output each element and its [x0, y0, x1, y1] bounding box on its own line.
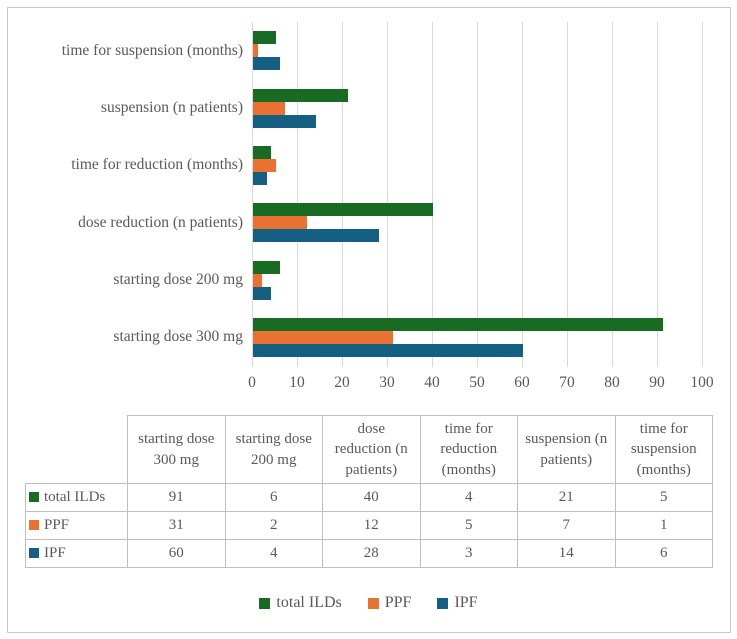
gridline — [522, 22, 523, 367]
gridline — [252, 22, 253, 367]
legend-label: PPF — [384, 594, 412, 611]
value-cell: 4 — [419, 483, 518, 512]
bar-PPF — [253, 330, 393, 344]
table-column-header: time for suspension (months) — [614, 415, 713, 484]
x-axis-tick-label: 60 — [514, 374, 530, 391]
bar-PPF — [253, 273, 262, 287]
x-axis-tick-label: 90 — [649, 374, 665, 391]
value-cell: 6 — [224, 483, 323, 512]
value-cell: 31 — [127, 511, 226, 540]
bar-total-ILDs — [253, 145, 271, 159]
table-header-row: starting dose 300 mg starting dose 200 mg… — [26, 415, 713, 484]
x-axis-tick-label: 80 — [604, 374, 620, 391]
figure-border — [7, 7, 731, 633]
bar-IPF — [253, 343, 523, 357]
bar-IPF — [253, 286, 271, 300]
x-axis-tick-label: 30 — [379, 374, 395, 391]
legend-label: total ILDs — [276, 594, 342, 611]
series-label-cell: PPF — [25, 511, 128, 540]
gridline — [432, 22, 433, 367]
series-color-swatch — [29, 491, 39, 502]
category-label: starting dose 300 mg — [113, 328, 243, 346]
category-label: time for reduction (months) — [71, 156, 243, 174]
series-color-swatch — [29, 519, 39, 530]
bar-PPF — [253, 158, 276, 172]
value-cell: 7 — [517, 511, 616, 540]
x-axis-tick-label: 100 — [690, 374, 714, 391]
value-cell: 28 — [322, 539, 421, 568]
table-row: PPF 31 2 12 5 7 1 — [25, 511, 713, 540]
bar-total-ILDs — [253, 203, 433, 217]
x-axis-tick-label: 50 — [469, 374, 485, 391]
gridline — [477, 22, 478, 367]
legend-label: IPF — [454, 594, 478, 611]
bar-IPF — [253, 171, 267, 185]
value-cell: 3 — [419, 539, 518, 568]
bar-PPF — [253, 44, 258, 58]
bar-IPF — [253, 114, 316, 128]
data-table: starting dose 300 mg starting dose 200 mg… — [25, 415, 713, 568]
legend-color-swatch — [437, 597, 449, 609]
chart-legend: total ILDs PPF IPF — [0, 594, 737, 612]
gridline — [702, 22, 703, 367]
table-row: IPF 60 4 28 3 14 6 — [25, 539, 713, 568]
bar-total-ILDs — [253, 317, 663, 331]
value-cell: 5 — [614, 483, 713, 512]
gridline — [342, 22, 343, 367]
bar-PPF — [253, 216, 307, 230]
legend-color-swatch — [367, 597, 379, 609]
bar-IPF — [253, 57, 280, 71]
table-column-header: starting dose 200 mg — [224, 415, 323, 484]
table-column-header: time for reduction (months) — [419, 415, 518, 484]
value-cell: 40 — [322, 483, 421, 512]
value-cell: 14 — [517, 539, 616, 568]
value-cell: 4 — [224, 539, 323, 568]
bar-total-ILDs — [253, 260, 280, 274]
legend-color-swatch — [259, 597, 271, 609]
bar-IPF — [253, 229, 379, 243]
x-axis-tick-label: 40 — [424, 374, 440, 391]
value-cell: 1 — [614, 511, 713, 540]
value-cell: 91 — [127, 483, 226, 512]
value-cell: 2 — [224, 511, 323, 540]
legend-item: PPF — [367, 594, 412, 612]
gridline — [612, 22, 613, 367]
table-column-header: dose reduction (n patients) — [322, 415, 421, 484]
table-corner-blank — [26, 416, 128, 484]
x-axis-tick-label: 10 — [289, 374, 305, 391]
bar-total-ILDs — [253, 31, 276, 45]
x-axis-tick-label: 70 — [559, 374, 575, 391]
gridline — [387, 22, 388, 367]
gridline — [657, 22, 658, 367]
legend-item: total ILDs — [259, 594, 342, 612]
series-color-swatch — [29, 547, 39, 558]
series-label-cell: total ILDs — [25, 483, 128, 512]
x-axis-tick-label: 0 — [248, 374, 256, 391]
value-cell: 21 — [517, 483, 616, 512]
table-row: total ILDs 91 6 40 4 21 5 — [25, 483, 713, 512]
value-cell: 5 — [419, 511, 518, 540]
gridline — [297, 22, 298, 367]
category-label: suspension (n patients) — [100, 99, 243, 116]
value-cell: 60 — [127, 539, 226, 568]
bar-total-ILDs — [253, 88, 348, 102]
bar-PPF — [253, 101, 285, 115]
gridline — [567, 22, 568, 367]
x-axis-tick-label: 20 — [334, 374, 350, 391]
value-cell: 12 — [322, 511, 421, 540]
category-label: time for suspension (months) — [61, 41, 243, 59]
value-cell: 6 — [614, 539, 713, 568]
category-label: dose reduction (n patients) — [78, 213, 243, 231]
category-label: starting dose 200 mg — [113, 271, 243, 288]
series-label-cell: IPF — [25, 539, 128, 568]
table-column-header: starting dose 300 mg — [127, 415, 226, 484]
table-column-header: suspension (n patients) — [517, 415, 616, 484]
legend-item: IPF — [437, 594, 478, 612]
